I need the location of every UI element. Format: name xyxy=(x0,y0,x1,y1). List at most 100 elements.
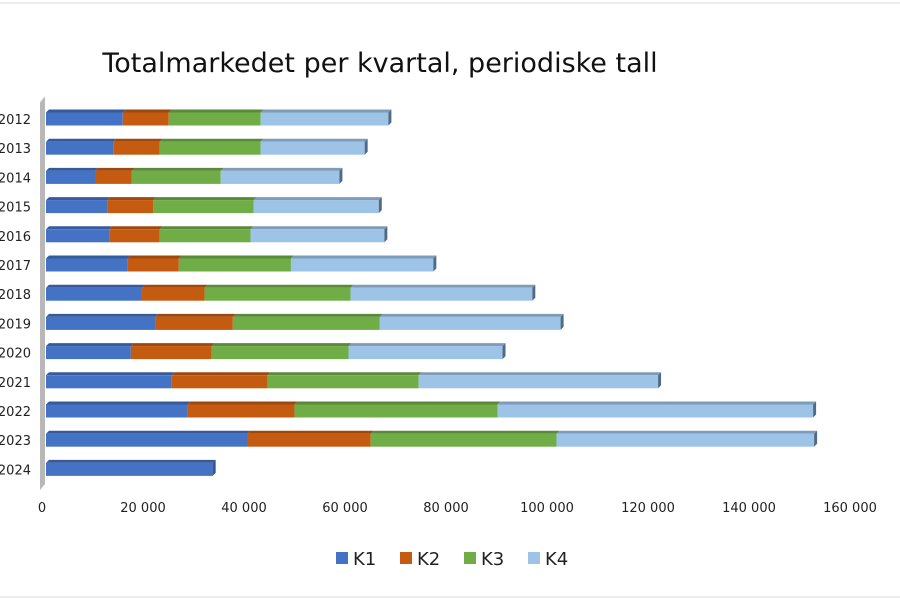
bar-segment xyxy=(94,170,132,184)
legend-swatch xyxy=(336,552,348,564)
bar-segment xyxy=(171,375,268,389)
bar-segment xyxy=(46,170,95,184)
legend-label: K1 xyxy=(353,549,376,570)
legend-item-k3: K3 xyxy=(464,549,504,570)
bar-k1-2012 xyxy=(46,109,126,126)
bar-segment xyxy=(379,316,561,330)
bar-top-face xyxy=(187,401,298,405)
legend-label: K2 xyxy=(417,549,440,570)
bar-k3-2015 xyxy=(153,197,257,214)
bar-top-face xyxy=(418,372,662,376)
bar-top-face xyxy=(159,226,254,230)
bar-top-face xyxy=(350,284,536,288)
legend-item-k4: K4 xyxy=(528,549,568,570)
bar-k1-2020 xyxy=(46,343,134,360)
bar-segment xyxy=(556,433,815,447)
legend-item-k2: K2 xyxy=(400,549,440,570)
bar-k3-2012 xyxy=(168,109,264,126)
bar-end-cap xyxy=(378,197,382,214)
bar-k2-2021 xyxy=(171,372,271,389)
bar-segment xyxy=(130,346,212,360)
bar-top-face xyxy=(46,430,250,434)
bar-end-cap xyxy=(813,401,817,418)
x-tick-label: 80 000 xyxy=(423,501,469,516)
bar-top-face xyxy=(155,313,236,317)
bar-segment xyxy=(107,200,154,214)
bar-top-face xyxy=(141,284,208,288)
bar-segment xyxy=(220,170,340,184)
bar-top-face xyxy=(127,255,182,259)
category-label: 2021 xyxy=(0,376,31,391)
bar-segment xyxy=(153,200,254,214)
bar-top-face xyxy=(46,226,113,230)
bar-segment xyxy=(159,229,251,243)
bar-segment xyxy=(497,404,814,418)
bar-k3-2019 xyxy=(232,313,383,330)
category-label: 2016 xyxy=(0,230,31,245)
bar-segment xyxy=(232,316,380,330)
category-label: 2023 xyxy=(0,434,31,449)
bar-top-face xyxy=(556,430,818,434)
bar-k1-2015 xyxy=(46,197,111,214)
bar-k3-2014 xyxy=(131,167,224,184)
bar-end-cap xyxy=(502,343,506,360)
legend-label: K3 xyxy=(481,549,504,570)
bar-k1-2023 xyxy=(46,430,250,447)
bar-segment xyxy=(46,287,142,301)
bar-k4-2013 xyxy=(260,138,368,155)
bar-top-face xyxy=(46,167,98,171)
bar-end-cap xyxy=(433,255,437,272)
bar-top-face xyxy=(370,430,560,434)
bar-top-face xyxy=(220,167,343,171)
x-tick-label: 0 xyxy=(38,501,46,516)
bar-k1-2018 xyxy=(46,284,145,301)
bar-k4-2017 xyxy=(290,255,437,272)
bar-k4-2016 xyxy=(250,226,388,243)
bar-end-cap xyxy=(560,313,564,330)
bar-segment xyxy=(290,258,434,272)
bar-top-face xyxy=(131,167,224,171)
bar-top-face xyxy=(260,109,392,113)
bar-segment xyxy=(113,141,160,155)
bar-segment xyxy=(260,112,389,126)
bar-k3-2020 xyxy=(211,343,352,360)
bar-top-face xyxy=(46,255,131,259)
bar-k4-2018 xyxy=(350,284,536,301)
bar-k1-2016 xyxy=(46,226,113,243)
legend: K1 K2 K3 K4 xyxy=(336,549,568,570)
bar-k4-2012 xyxy=(260,109,392,126)
bar-top-face xyxy=(46,459,216,463)
bar-k3-2021 xyxy=(267,372,422,389)
legend-label: K4 xyxy=(545,549,568,570)
bar-top-face xyxy=(379,313,564,317)
bar-k1-2024 xyxy=(46,459,216,476)
bar-end-cap xyxy=(212,459,216,476)
bar-k4-2019 xyxy=(379,313,564,330)
bar-k2-2023 xyxy=(246,430,374,447)
category-label: 2024 xyxy=(0,463,31,478)
bar-top-face xyxy=(267,372,422,376)
bar-top-face xyxy=(153,197,257,201)
category-label: 2015 xyxy=(0,201,31,216)
bar-top-face xyxy=(109,226,163,230)
bar-top-face xyxy=(290,255,437,259)
bar-segment xyxy=(141,287,205,301)
bar-k2-2012 xyxy=(122,109,172,126)
bar-end-cap xyxy=(384,226,388,243)
bar-k4-2021 xyxy=(418,372,662,389)
bar-top-face xyxy=(46,284,145,288)
x-tick-label: 20 000 xyxy=(120,501,166,516)
bar-top-face xyxy=(168,109,264,113)
bar-top-face xyxy=(46,197,111,201)
bar-segment xyxy=(46,112,123,126)
bar-top-face xyxy=(250,226,388,230)
bar-segment xyxy=(46,375,172,389)
bar-top-face xyxy=(46,401,191,405)
bar-segment xyxy=(294,404,498,418)
axis-wall xyxy=(40,96,45,491)
bar-top-face xyxy=(178,255,294,259)
bar-end-cap xyxy=(814,430,818,447)
bar-top-face xyxy=(232,313,383,317)
bar-segment xyxy=(204,287,351,301)
